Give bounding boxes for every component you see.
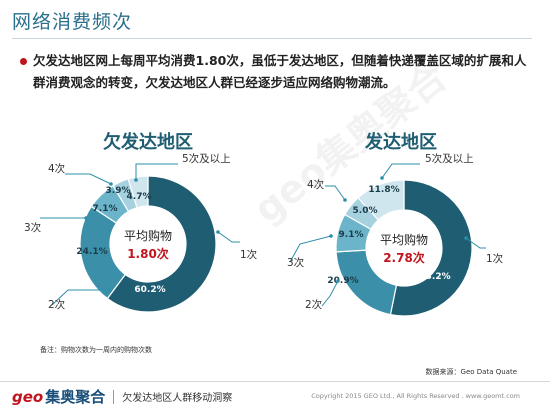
category-label: 5次及以上	[182, 152, 231, 165]
slice-value-label: 7.1%	[93, 204, 118, 214]
chart-title: 欠发达地区	[103, 131, 193, 153]
leader-dot	[216, 230, 220, 234]
leader-dot	[134, 178, 138, 182]
center-value: 1.80次	[127, 246, 169, 261]
slice-value-label: 9.1%	[339, 230, 364, 240]
center-label: 平均购物	[124, 228, 172, 243]
leader-line	[217, 231, 240, 243]
slice-value-label: 3.9%	[106, 186, 131, 196]
bullet-dot	[20, 58, 27, 65]
logo-latin: geo	[12, 388, 44, 406]
slice-value-label: 60.2%	[134, 285, 165, 295]
leader-dot	[336, 279, 340, 283]
footer-divider	[0, 381, 550, 382]
slice-value-label: 20.9%	[327, 276, 358, 286]
leader-line	[65, 173, 112, 185]
donut-hole	[111, 207, 185, 281]
leader-line	[51, 289, 109, 306]
footnote: 备注：购物次数为一周内的购物次数	[40, 346, 152, 354]
donut-slice	[357, 179, 405, 221]
category-label: 3次	[287, 256, 305, 269]
slice-value-label: 24.1%	[76, 247, 107, 257]
category-label: 1次	[240, 248, 258, 261]
slice-value-label: 4.7%	[127, 192, 152, 202]
leader-line	[321, 280, 339, 307]
leader-line	[465, 237, 486, 249]
category-label: 3次	[24, 221, 42, 234]
category-label: 4次	[48, 162, 66, 175]
donut-slice	[106, 175, 217, 313]
leader-dot	[84, 216, 88, 220]
data-source: 数据来源：Geo Data Quate	[425, 368, 517, 376]
center-label: 平均购物	[380, 232, 428, 247]
leader-dot	[343, 198, 347, 202]
category-label: 5次及以上	[425, 152, 474, 165]
title-divider	[12, 38, 532, 39]
donut-slice	[389, 179, 473, 317]
brand-logo: geo 集奥聚合	[12, 386, 105, 407]
chart-title: 发达地区	[364, 131, 437, 153]
logo-chinese: 集奥聚合	[45, 388, 106, 406]
slice-value-label: 5.0%	[353, 206, 378, 216]
category-label: 2次	[48, 298, 66, 311]
donut-hole	[367, 211, 441, 285]
donut-slice	[127, 175, 149, 209]
report-name: 欠发达地区人群移动洞察	[122, 393, 233, 404]
leader-dot	[464, 236, 468, 240]
page-title: 网络消费频次	[12, 11, 133, 33]
slice-value-label: 11.8%	[368, 185, 399, 195]
leader-dot	[329, 234, 333, 238]
leader-line	[381, 163, 420, 179]
center-value: 2.78次	[383, 250, 425, 265]
leader-line	[325, 185, 346, 201]
footer-separator	[113, 389, 115, 404]
leader-dot	[109, 182, 113, 186]
slice-value-label: 53.2%	[419, 272, 450, 282]
copyright: Copyright 2015 GEO Ltd., All Rights Rese…	[311, 392, 520, 400]
category-label: 1次	[486, 252, 504, 265]
footer: geo 集奥聚合 欠发达地区人群移动洞察 Copyright 2015 GEO …	[0, 382, 550, 411]
category-label: 2次	[305, 298, 323, 311]
leader-line	[289, 235, 332, 263]
leader-dot	[107, 288, 111, 292]
leader-dot	[380, 176, 384, 180]
leader-line	[135, 163, 178, 180]
summary-text: 欠发达地区网上每周平均消费1.80次，虽低于发达地区，但随着快递覆盖区域的扩展和…	[33, 53, 527, 90]
category-label: 4次	[307, 178, 325, 191]
